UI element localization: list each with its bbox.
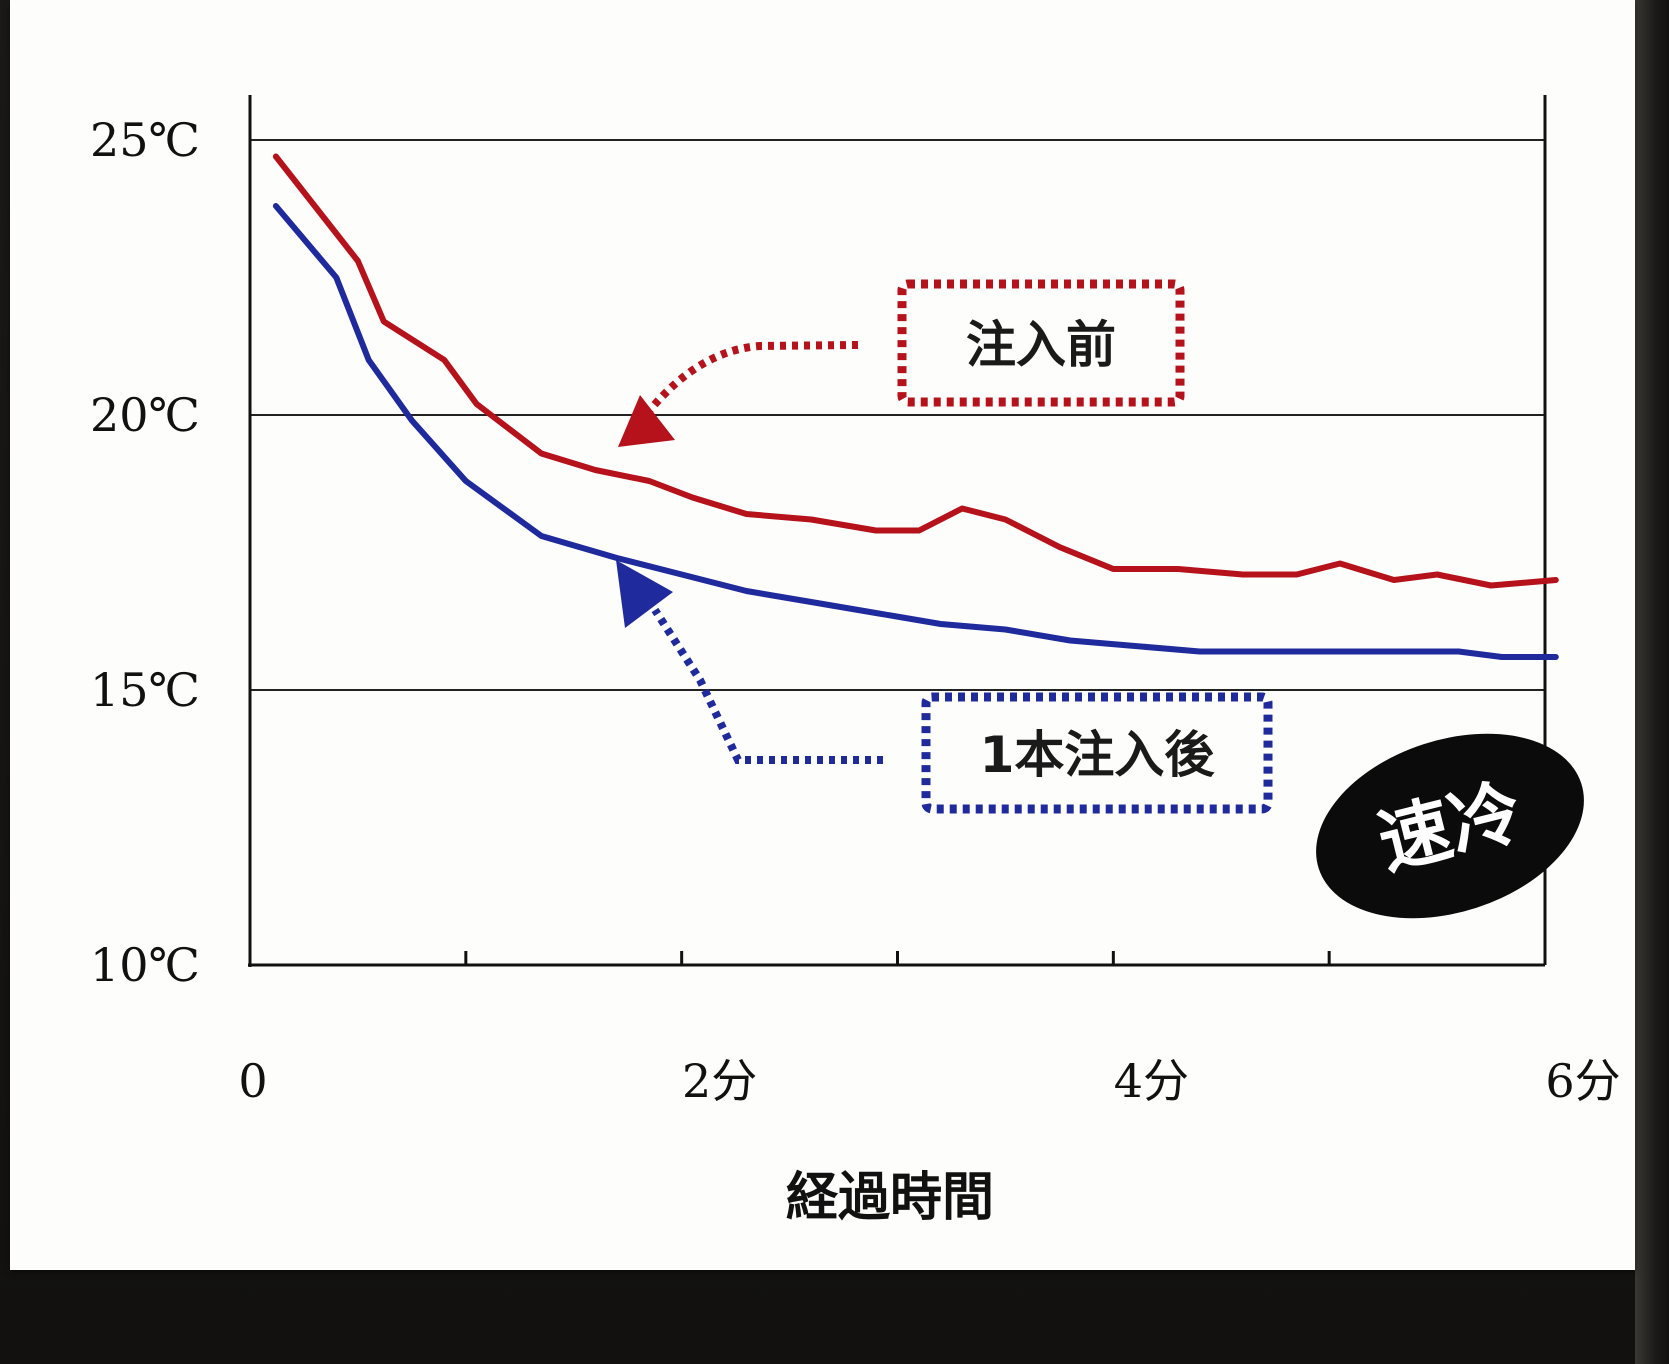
callout-after-label: 1本注入後 [980, 726, 1216, 784]
y-tick-label: 25℃ [90, 113, 200, 167]
callout-after-box [921, 692, 1273, 814]
x-axis-label: 経過時間 [786, 1168, 994, 1228]
callout-before: 注入前 [618, 279, 1185, 447]
series-line-1 [272, 203, 1559, 660]
y-tick-label: 15℃ [90, 663, 200, 717]
x-tick-label: 6分 [1545, 1054, 1620, 1108]
series-lines [272, 153, 1559, 660]
callout-after: 1本注入後 [616, 560, 1273, 814]
x-tick-label: 0 [238, 1054, 267, 1108]
x-tick-label: 4分 [1114, 1054, 1189, 1108]
badge: 速冷 [1316, 733, 1584, 919]
y-tick-label: 20℃ [90, 388, 200, 442]
x-tick-label: 2分 [682, 1054, 757, 1108]
y-tick-label: 10℃ [90, 938, 200, 992]
photo-edge [1635, 0, 1669, 1364]
y-tick-labels: 25℃ 20℃ 15℃ 10℃ [90, 113, 200, 992]
callout-before-arrowhead [618, 395, 675, 447]
x-tick-labels: 0 2分 4分 6分 [238, 1054, 1620, 1108]
grid-lines [250, 139, 1545, 691]
badge-oval [1316, 733, 1584, 919]
callout-before-label: 注入前 [966, 316, 1116, 374]
callout-after-arrowhead [616, 560, 673, 628]
callout-before-box [897, 279, 1185, 407]
callout-after-leader [651, 607, 883, 764]
callout-before-leader [646, 341, 859, 413]
series-line-0 [272, 153, 1559, 589]
